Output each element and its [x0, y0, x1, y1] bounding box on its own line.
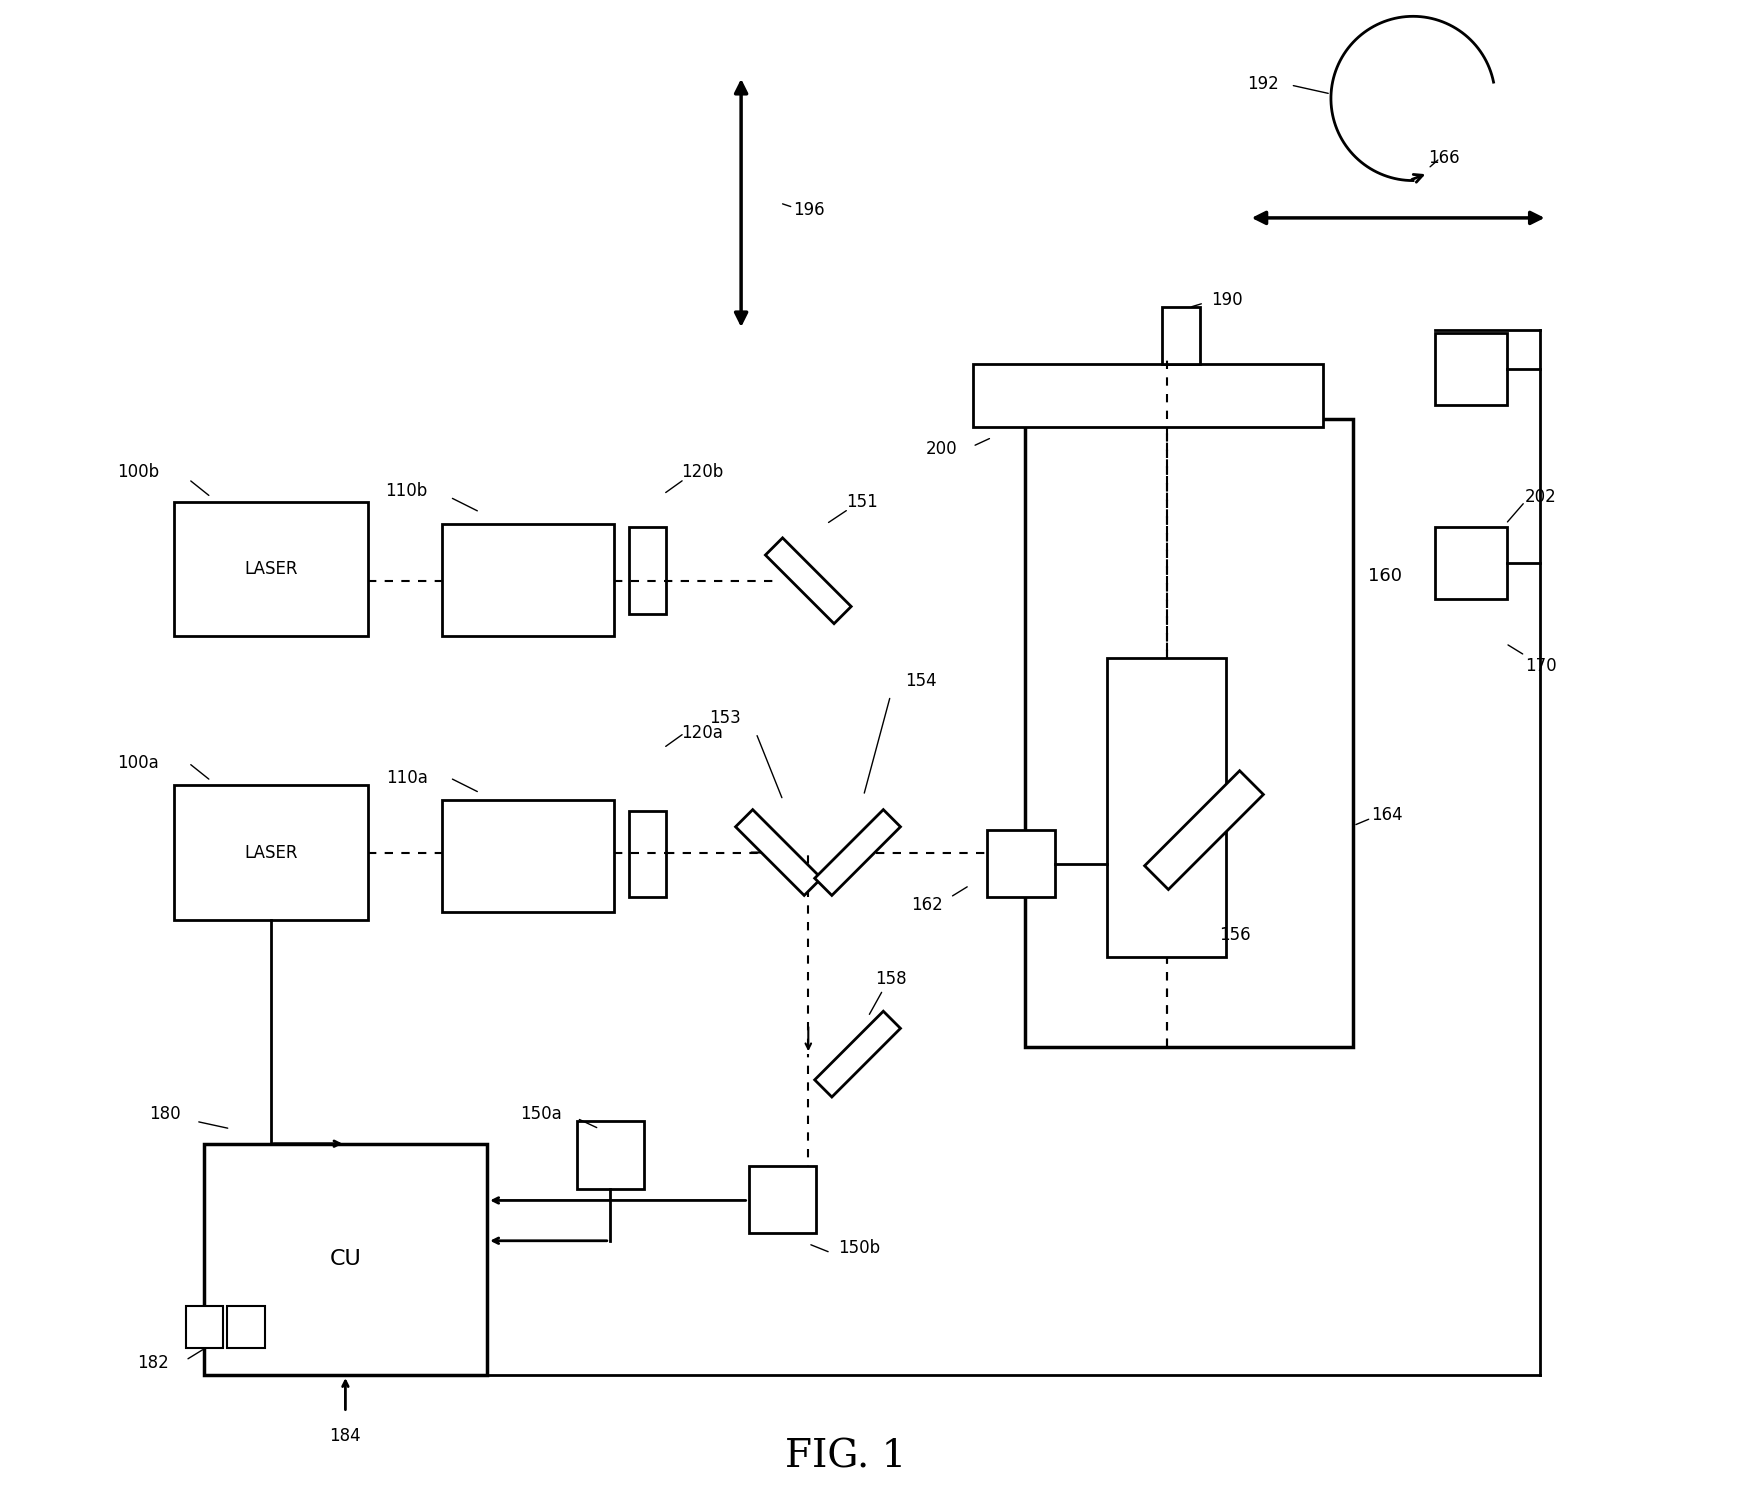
FancyBboxPatch shape — [814, 1011, 900, 1097]
Text: 182: 182 — [138, 1354, 170, 1372]
Bar — [173, 785, 368, 920]
Bar — [1107, 658, 1226, 957]
FancyBboxPatch shape — [1145, 770, 1264, 890]
Text: 100b: 100b — [117, 462, 159, 480]
Text: 154: 154 — [905, 672, 937, 690]
Bar — [629, 527, 667, 613]
Bar — [629, 811, 667, 898]
Text: 110b: 110b — [385, 482, 427, 500]
Text: 200: 200 — [926, 440, 958, 458]
Bar — [443, 800, 615, 913]
Bar — [576, 1122, 644, 1188]
FancyBboxPatch shape — [814, 809, 900, 896]
Text: LASER: LASER — [243, 844, 298, 862]
Text: 156: 156 — [1219, 926, 1250, 944]
Text: 170: 170 — [1525, 657, 1557, 675]
Text: 150a: 150a — [520, 1106, 562, 1123]
Text: 180: 180 — [149, 1106, 180, 1123]
Text: 150b: 150b — [839, 1239, 881, 1257]
Text: LASER: LASER — [243, 560, 298, 577]
Text: 162: 162 — [911, 896, 942, 914]
Text: 120a: 120a — [681, 724, 723, 742]
Bar — [972, 364, 1324, 426]
Text: 153: 153 — [709, 709, 741, 727]
Text: 192: 192 — [1247, 75, 1278, 93]
Text: 151: 151 — [846, 492, 877, 510]
Bar — [443, 524, 615, 636]
Text: 166: 166 — [1429, 150, 1460, 168]
Bar — [1436, 334, 1508, 404]
Bar — [186, 1306, 222, 1348]
Text: 100a: 100a — [117, 754, 159, 772]
Text: 120b: 120b — [681, 462, 723, 480]
Bar — [203, 1144, 487, 1375]
FancyBboxPatch shape — [765, 539, 851, 624]
Bar — [1163, 308, 1199, 364]
Text: 158: 158 — [876, 971, 907, 989]
Text: 160: 160 — [1368, 567, 1403, 585]
Bar — [1436, 527, 1508, 598]
Text: 202: 202 — [1525, 488, 1557, 506]
Bar — [228, 1306, 264, 1348]
Bar — [1024, 419, 1354, 1047]
Bar — [173, 501, 368, 636]
Bar — [988, 830, 1054, 898]
Text: CU: CU — [329, 1249, 361, 1269]
Bar — [749, 1165, 816, 1233]
Text: 190: 190 — [1212, 292, 1243, 310]
Text: 164: 164 — [1371, 806, 1403, 824]
Text: 110a: 110a — [385, 769, 427, 787]
FancyBboxPatch shape — [735, 809, 821, 896]
Text: 196: 196 — [793, 202, 825, 220]
Text: FIG. 1: FIG. 1 — [784, 1439, 907, 1475]
Text: 184: 184 — [329, 1427, 361, 1445]
